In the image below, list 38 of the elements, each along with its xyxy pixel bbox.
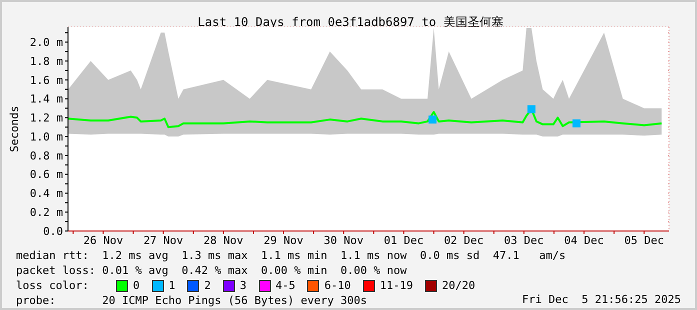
legend-label: 4-5	[274, 278, 296, 293]
legend-label: 3	[238, 278, 246, 293]
text: probe: 20 ICMP Echo Pings (56 Bytes) every 300s	[16, 294, 367, 307]
x-tick-label: 30 Nov	[324, 234, 364, 247]
text: packet loss: 0.01 % avg 0.42 % max 0.00 % min 0.00 % now	[16, 263, 408, 278]
y-tick-label: 1.4 m	[30, 92, 64, 106]
y-tick-label: 0.6 m	[30, 168, 64, 182]
point	[572, 119, 581, 128]
y-tick-label: 0.4 m	[30, 187, 64, 200]
point	[428, 116, 437, 124]
point	[527, 105, 536, 114]
y-tick-label: 0.8 m	[30, 149, 64, 162]
y-tick-label: 0.0	[43, 224, 63, 238]
y-tick-label: 0.2 m	[30, 206, 64, 220]
legend-label: 0	[132, 278, 140, 293]
x-tick-label: 05 Dec	[624, 234, 664, 247]
y-tick-label: 2.0 m	[30, 36, 64, 50]
x-tick-label: 27 Nov	[143, 234, 184, 247]
legend-title: loss color:	[16, 278, 90, 293]
legend-label: 20/20	[441, 278, 476, 293]
x-tick-label: 01 Dec	[384, 234, 424, 247]
x-tick-label: 02 Dec	[444, 234, 484, 247]
y-tick-label: 1.0 m	[30, 130, 64, 144]
x-tick-label: 26 Nov	[83, 234, 124, 247]
legend-label: 2	[203, 278, 211, 293]
y-axis-title: Seconds	[8, 106, 21, 152]
y-tick-label: 1.8 m	[30, 54, 64, 68]
x-tick-label: 29 Nov	[264, 234, 304, 247]
legend-label: 11-19	[378, 278, 413, 293]
y-tick-label: 1.2 m	[30, 112, 64, 125]
x-tick-label: 03 Dec	[504, 234, 544, 247]
text: Fri Dec 5 21:56:25 2025	[522, 293, 681, 306]
y-tick-label: 1.6 m	[30, 74, 64, 87]
x-tick-label: 28 Nov	[204, 234, 244, 247]
legend-label: 1	[168, 278, 176, 293]
legend-label: 6-10	[323, 278, 351, 293]
x-tick-label: 04 Dec	[564, 234, 604, 247]
text: median rtt: 1.2 ms avg 1.3 ms max 1.1 ms min 1.1 ms now 0.0 ms sd 47.1 am/s	[16, 248, 566, 263]
